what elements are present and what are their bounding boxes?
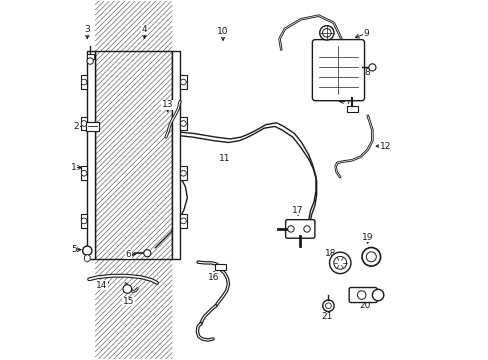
Circle shape — [180, 218, 186, 224]
Bar — [215, 264, 225, 270]
Text: 17: 17 — [292, 206, 303, 215]
Bar — [346, 106, 357, 112]
Text: 14: 14 — [96, 281, 107, 290]
Circle shape — [329, 252, 350, 274]
Text: 8: 8 — [364, 68, 370, 77]
Bar — [81, 214, 87, 228]
Bar — [180, 166, 186, 180]
Circle shape — [325, 303, 331, 309]
Bar — [180, 75, 186, 89]
Text: 19: 19 — [361, 233, 373, 242]
Bar — [81, 75, 87, 89]
Bar — [172, 51, 180, 258]
Circle shape — [180, 121, 186, 126]
Text: 5: 5 — [71, 245, 77, 254]
Bar — [180, 214, 186, 228]
Text: 16: 16 — [208, 273, 220, 282]
Circle shape — [357, 291, 365, 299]
Bar — [180, 117, 186, 130]
Circle shape — [180, 170, 186, 176]
Text: 21: 21 — [320, 312, 332, 321]
Circle shape — [322, 300, 333, 311]
Text: 10: 10 — [217, 27, 228, 36]
Circle shape — [81, 121, 87, 126]
Bar — [95, 51, 172, 258]
Circle shape — [82, 246, 92, 255]
Bar — [81, 117, 87, 130]
Text: 4: 4 — [142, 26, 147, 35]
Circle shape — [333, 256, 346, 269]
FancyBboxPatch shape — [348, 288, 376, 302]
Text: 20: 20 — [359, 301, 370, 310]
Bar — [81, 166, 87, 180]
Circle shape — [143, 249, 151, 257]
Text: 1: 1 — [71, 163, 77, 172]
Circle shape — [368, 64, 375, 71]
Text: 13: 13 — [162, 100, 173, 109]
Text: 11: 11 — [219, 154, 230, 163]
Circle shape — [372, 289, 383, 301]
Polygon shape — [84, 254, 90, 262]
Circle shape — [180, 79, 186, 85]
Circle shape — [322, 28, 330, 37]
Text: 7: 7 — [345, 97, 350, 106]
Circle shape — [87, 58, 93, 64]
Text: 15: 15 — [122, 297, 134, 306]
Bar — [95, 51, 172, 258]
Text: 3: 3 — [84, 26, 90, 35]
Bar — [86, 122, 99, 131]
FancyBboxPatch shape — [285, 220, 314, 238]
Text: 18: 18 — [324, 249, 335, 258]
Circle shape — [81, 79, 87, 85]
FancyBboxPatch shape — [312, 40, 364, 101]
Circle shape — [319, 26, 333, 40]
Circle shape — [123, 285, 131, 293]
Text: 12: 12 — [379, 141, 390, 150]
Text: 2: 2 — [74, 122, 79, 131]
Bar — [86, 54, 94, 59]
Circle shape — [366, 252, 376, 262]
Circle shape — [303, 226, 309, 232]
Text: 6: 6 — [125, 250, 131, 259]
Circle shape — [361, 248, 380, 266]
Circle shape — [81, 218, 87, 224]
Circle shape — [287, 226, 294, 232]
Circle shape — [81, 170, 87, 176]
Text: 9: 9 — [362, 29, 368, 38]
Bar — [87, 51, 95, 258]
